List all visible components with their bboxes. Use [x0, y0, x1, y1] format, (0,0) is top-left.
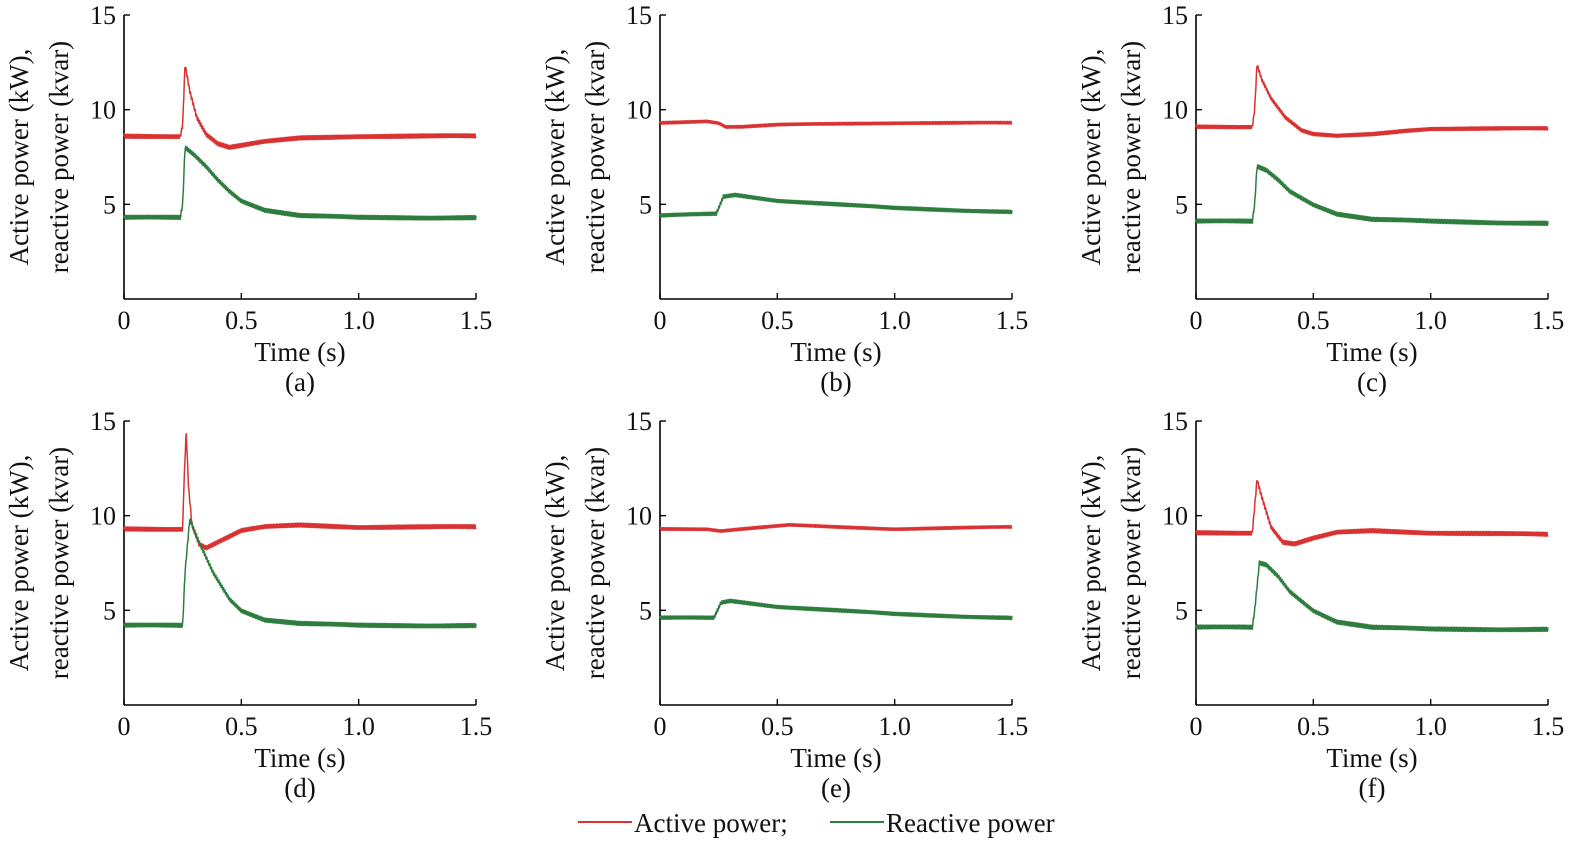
x-axis-title: Time (s): [790, 337, 881, 367]
y-tick-label: 5: [1175, 190, 1188, 219]
y-axis-title-line2: reactive power (kvar): [1116, 41, 1146, 273]
y-tick-label: 10: [90, 96, 116, 125]
x-tick-label: 1.0: [878, 712, 911, 741]
panel-caption: (c): [1357, 367, 1387, 397]
x-tick-label: 0: [654, 306, 667, 335]
y-axis-title-line1: Active power (kW),: [540, 49, 570, 266]
y-tick-label: 10: [626, 502, 652, 531]
chart-panel-c: 5 10 15 0 0.5 1.0 1.5 Time (s)(c) Active power (…: [1076, 1, 1564, 397]
x-tick-label: 0: [118, 712, 131, 741]
reactive-power-line: [1195, 163, 1549, 226]
reactive-power-line: [659, 192, 1013, 218]
x-tick-label: 0.5: [225, 712, 258, 741]
chart-panel-a: 5 10 15 0 0.5 1.0 1.5 Time (s)(a) Active power (…: [4, 1, 492, 397]
x-tick-label: 1.5: [996, 712, 1029, 741]
x-axis-title: Time (s): [254, 743, 345, 773]
chart-panel-e: 5 10 15 0 0.5 1.0 1.5 Time (s)(e) Active power (…: [540, 407, 1028, 803]
x-tick-label: 0.5: [225, 306, 258, 335]
chart-panel-b: 5 10 15 0 0.5 1.0 1.5 Time (s)(b) Active power (…: [540, 1, 1028, 397]
y-tick-label: 15: [1162, 407, 1188, 436]
x-tick-label: 1.5: [1532, 712, 1565, 741]
chart-panel-d: 5 10 15 0 0.5 1.0 1.5 Time (s)(d) Active power (…: [4, 407, 492, 803]
reactive-power-line: [123, 518, 477, 629]
panel-caption: (d): [284, 773, 315, 803]
y-tick-label: 10: [1162, 502, 1188, 531]
chart-panel-f: 5 10 15 0 0.5 1.0 1.5 Time (s)(f) Active power (…: [1076, 407, 1564, 803]
y-tick-label: 15: [1162, 1, 1188, 30]
x-tick-label: 0: [654, 712, 667, 741]
x-tick-label: 1.0: [342, 306, 375, 335]
y-axis-title-line1: Active power (kW),: [4, 455, 34, 672]
y-tick-label: 5: [639, 596, 652, 625]
y-tick-label: 5: [103, 596, 116, 625]
x-tick-label: 1.5: [1532, 306, 1565, 335]
y-tick-label: 15: [626, 407, 652, 436]
panel-caption: (a): [285, 367, 315, 397]
legend: Active power; Reactive power: [578, 808, 1055, 838]
y-axis-title-line2: reactive power (kvar): [580, 41, 610, 273]
y-axis-title-line1: Active power (kW),: [1076, 455, 1106, 672]
y-tick-label: 5: [103, 190, 116, 219]
y-tick-label: 15: [90, 1, 116, 30]
y-axis-title-line1: Active power (kW),: [1076, 49, 1106, 266]
y-axis-title-line2: reactive power (kvar): [580, 447, 610, 679]
x-tick-label: 1.0: [342, 712, 375, 741]
x-axis-title: Time (s): [1326, 743, 1417, 773]
y-axis-title-line2: reactive power (kvar): [44, 447, 74, 679]
y-tick-label: 5: [639, 190, 652, 219]
reactive-power-line: [123, 145, 477, 221]
x-axis-title: Time (s): [254, 337, 345, 367]
x-axis-title: Time (s): [1326, 337, 1417, 367]
x-axis-title: Time (s): [790, 743, 881, 773]
y-axis-title-line2: reactive power (kvar): [44, 41, 74, 273]
x-tick-label: 0.5: [1297, 712, 1330, 741]
active-power-line: [1195, 64, 1549, 138]
reactive-power-line: [1195, 560, 1549, 633]
active-power-line: [123, 432, 477, 551]
y-tick-label: 15: [90, 407, 116, 436]
y-tick-label: 10: [1162, 96, 1188, 125]
panel-caption: (e): [821, 773, 851, 803]
x-tick-label: 0: [1190, 306, 1203, 335]
x-tick-label: 1.0: [1414, 712, 1447, 741]
legend-label-active-power: Active power;: [634, 808, 788, 838]
active-power-line: [1195, 480, 1549, 547]
y-axis-title-line1: Active power (kW),: [540, 455, 570, 672]
x-tick-label: 0: [1190, 712, 1203, 741]
x-tick-label: 0.5: [761, 306, 794, 335]
x-tick-label: 1.5: [996, 306, 1029, 335]
active-power-line: [659, 522, 1013, 534]
y-axis-title-line2: reactive power (kvar): [1116, 447, 1146, 679]
y-tick-label: 5: [1175, 596, 1188, 625]
x-tick-label: 0.5: [1297, 306, 1330, 335]
x-tick-label: 1.0: [1414, 306, 1447, 335]
panel-caption: (b): [820, 367, 851, 397]
y-tick-label: 10: [626, 96, 652, 125]
active-power-line: [123, 66, 477, 150]
active-power-line: [659, 119, 1013, 129]
panel-caption: (f): [1359, 773, 1386, 803]
x-tick-label: 0.5: [761, 712, 794, 741]
y-axis-title-line1: Active power (kW),: [4, 49, 34, 266]
reactive-power-line: [659, 598, 1013, 621]
y-tick-label: 15: [626, 1, 652, 30]
y-tick-label: 10: [90, 502, 116, 531]
x-tick-label: 1.5: [460, 712, 493, 741]
x-tick-label: 0: [118, 306, 131, 335]
x-tick-label: 1.5: [460, 306, 493, 335]
x-tick-label: 1.0: [878, 306, 911, 335]
legend-label-reactive-power: Reactive power: [886, 808, 1055, 838]
